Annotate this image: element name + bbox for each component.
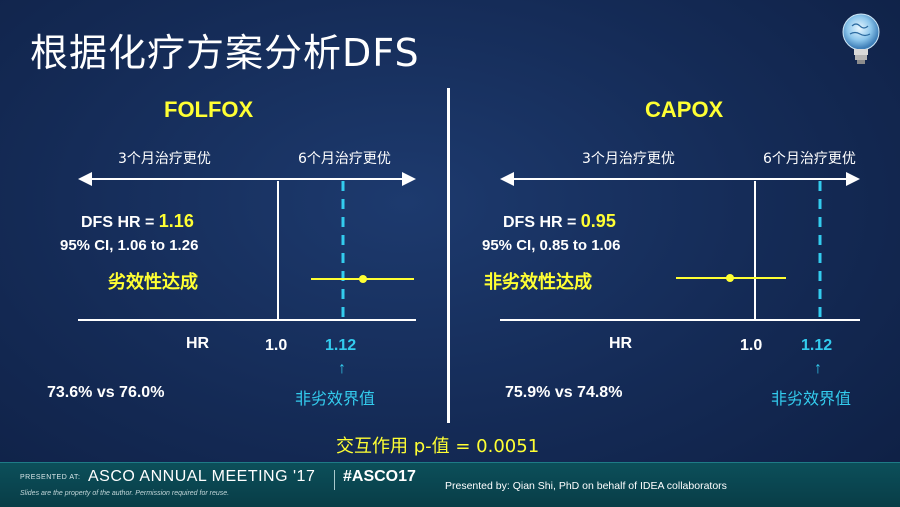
threshold-value: 1.12	[325, 337, 357, 354]
dfs-rates: 75.9% vs 74.8%	[505, 384, 623, 401]
hr-point-estimate	[359, 275, 367, 283]
threshold-arrow-icon: ↑	[338, 360, 346, 377]
footer-bar	[0, 462, 900, 507]
noninferiority-margin-label: 非劣效界值	[295, 389, 376, 408]
right-arrowhead-icon	[846, 172, 860, 186]
meeting-hashtag: #ASCO17	[343, 468, 416, 485]
left-arrow-label: 3个月治疗更优	[582, 151, 675, 167]
hr-point-estimate	[726, 274, 734, 282]
ci-text: 95% CI, 0.85 to 1.06	[482, 237, 621, 254]
dfs-hr-line: DFS HR = 0.95	[503, 211, 616, 232]
dfs-rates: 73.6% vs 76.0%	[47, 384, 165, 401]
footer-separator	[334, 470, 335, 490]
presented-at-label: PRESENTED AT:	[20, 474, 81, 481]
dfs-hr-line: DFS HR = 1.16	[81, 211, 194, 232]
left-arrowhead-icon	[78, 172, 92, 186]
left-arrowhead-icon	[500, 172, 514, 186]
forest-plot-folfox	[78, 172, 416, 321]
panel-title-folfox: FOLFOX	[164, 97, 254, 122]
reference-value: 1.0	[265, 337, 288, 354]
axis-label-hr: HR	[609, 335, 633, 352]
noninferiority-margin-label: 非劣效界值	[771, 389, 852, 408]
forest-plot-capox	[500, 172, 860, 321]
ci-text: 95% CI, 1.06 to 1.26	[60, 237, 199, 254]
lightbulb-logo-icon	[842, 13, 880, 64]
interaction-p-value: 交互作用 p-值 = 0.0051	[336, 436, 540, 457]
presenter-credit: Presented by: Qian Shi, PhD on behalf of…	[445, 480, 727, 492]
dfs-hr-value: 1.16	[158, 211, 194, 231]
left-arrow-label: 3个月治疗更优	[118, 151, 211, 167]
footer-disclaimer: Slides are the property of the author. P…	[20, 490, 230, 497]
meeting-name: ASCO ANNUAL MEETING '17	[88, 468, 316, 485]
threshold-arrow-icon: ↑	[814, 360, 822, 377]
panel-title-capox: CAPOX	[645, 97, 724, 122]
dfs-hr-prefix: DFS HR =	[81, 214, 159, 231]
slide-title: 根据化疗方案分析DFS	[30, 31, 420, 75]
right-arrowhead-icon	[402, 172, 416, 186]
right-arrow-label: 6个月治疗更优	[763, 151, 856, 167]
axis-label-hr: HR	[186, 335, 210, 352]
result-label: 非劣效性达成	[484, 272, 592, 293]
right-arrow-label: 6个月治疗更优	[298, 151, 391, 167]
threshold-value: 1.12	[801, 337, 833, 354]
dfs-hr-value: 0.95	[580, 211, 616, 231]
reference-value: 1.0	[740, 337, 763, 354]
dfs-hr-prefix: DFS HR =	[503, 214, 581, 231]
result-label: 劣效性达成	[108, 272, 198, 293]
panel-divider	[447, 88, 450, 423]
